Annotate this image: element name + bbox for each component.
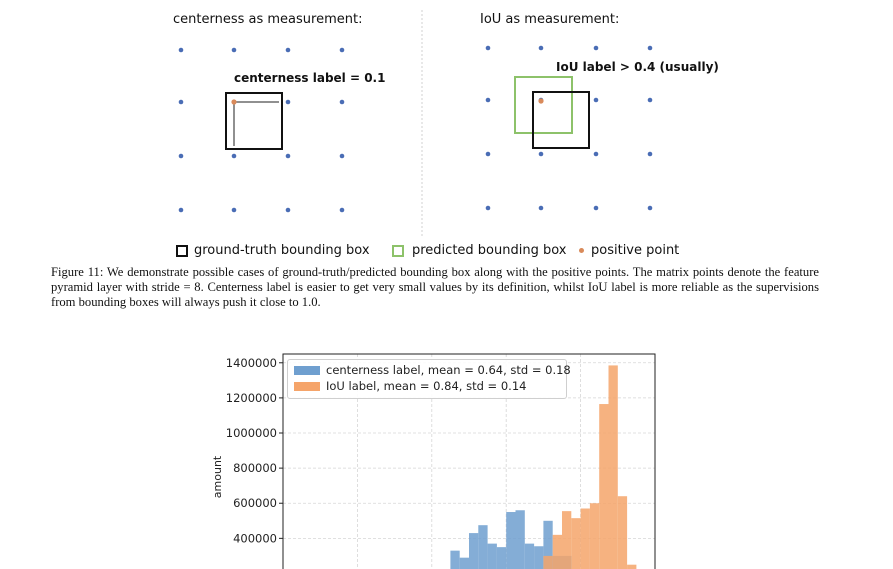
iou-bar bbox=[552, 534, 562, 569]
pred-box-swatch bbox=[392, 245, 404, 257]
iou-bar bbox=[571, 518, 581, 569]
iou-bar bbox=[617, 496, 628, 569]
right-grid-point bbox=[647, 97, 653, 103]
right-panel-title: IoU as measurement: bbox=[480, 12, 619, 27]
left-grid-point bbox=[178, 207, 184, 213]
right-grid-point bbox=[485, 151, 491, 157]
left-grid-point bbox=[178, 47, 184, 53]
positive-legend-label: positive point bbox=[591, 243, 680, 258]
centerness-bar bbox=[543, 520, 553, 569]
centerness-bar bbox=[478, 525, 488, 569]
right-grid-point bbox=[485, 205, 491, 211]
centerness-bar bbox=[506, 512, 516, 569]
centerness-bar bbox=[496, 547, 507, 569]
right-grid-point bbox=[593, 45, 599, 51]
left-grid-point bbox=[178, 99, 184, 105]
left-panel-title: centerness as measurement: bbox=[173, 12, 362, 27]
left-grid-point bbox=[285, 47, 291, 53]
histogram-bars bbox=[450, 365, 637, 569]
right-grid-point bbox=[593, 205, 599, 211]
left-grid-point bbox=[231, 153, 237, 159]
left-grid-point bbox=[339, 153, 345, 159]
left-grid-point bbox=[231, 207, 237, 213]
left-grid-point bbox=[178, 153, 184, 159]
histogram-legend: centerness label, mean = 0.64, std = 0.1… bbox=[287, 359, 571, 399]
left-grid-point bbox=[285, 99, 291, 105]
figure-legend: ground-truth bounding box predicted boun… bbox=[174, 243, 694, 261]
centerness-bar bbox=[469, 533, 479, 569]
centerness-swatch bbox=[294, 366, 320, 375]
figure-caption: Figure 11: We demonstrate possible cases… bbox=[51, 265, 819, 310]
iou-bar bbox=[627, 564, 637, 569]
iou-legend-label: IoU label, mean = 0.84, std = 0.14 bbox=[326, 379, 527, 393]
y-tick-label: 200000 bbox=[233, 566, 277, 569]
right-grid-point bbox=[538, 151, 544, 157]
centerness-bar bbox=[487, 543, 497, 569]
right-ground-truth-box bbox=[532, 91, 590, 149]
illustration-panels: centerness as measurement: IoU as measur… bbox=[173, 10, 719, 238]
centerness-bar bbox=[459, 557, 469, 569]
right-grid-point bbox=[593, 151, 599, 157]
iou-bar bbox=[543, 555, 553, 569]
right-grid-point bbox=[485, 45, 491, 51]
centerness-bar bbox=[515, 510, 525, 569]
y-tick-label: 1200000 bbox=[226, 391, 277, 405]
positive-point-swatch bbox=[579, 248, 584, 253]
centerness-bar bbox=[450, 550, 460, 569]
right-positive-point bbox=[538, 98, 544, 104]
histogram-y-ticks: 200000 400000 600000 800000 1000000 1200000 14… bbox=[226, 356, 283, 569]
histogram-frame bbox=[282, 353, 656, 569]
right-grid-point bbox=[647, 151, 653, 157]
y-axis-label: amount bbox=[211, 455, 224, 498]
iou-swatch bbox=[294, 382, 320, 391]
iou-bar bbox=[608, 365, 618, 569]
centerness-bar bbox=[534, 546, 544, 569]
left-grid-point bbox=[231, 47, 237, 53]
iou-bar bbox=[562, 511, 572, 569]
right-predicted-box bbox=[514, 76, 573, 134]
right-grid-point bbox=[485, 97, 491, 103]
y-tick-label: 400000 bbox=[233, 531, 277, 545]
right-grid-point bbox=[593, 97, 599, 103]
left-annotation: centerness label = 0.1 bbox=[234, 71, 385, 85]
left-ground-truth-box bbox=[225, 92, 283, 150]
y-tick-label: 800000 bbox=[233, 461, 277, 475]
left-grid-point bbox=[339, 47, 345, 53]
gt-legend-label: ground-truth bounding box bbox=[194, 243, 370, 258]
left-positive-point bbox=[231, 99, 237, 105]
right-grid-point bbox=[647, 205, 653, 211]
right-grid-point bbox=[538, 205, 544, 211]
iou-bar bbox=[599, 404, 609, 569]
iou-bar bbox=[589, 503, 600, 569]
y-tick-label: 1400000 bbox=[226, 356, 277, 370]
centerness-bar bbox=[524, 543, 535, 569]
pred-legend-label: predicted bounding box bbox=[412, 243, 567, 258]
left-grid-point bbox=[339, 99, 345, 105]
left-grid-point bbox=[285, 207, 291, 213]
y-tick-label: 1000000 bbox=[226, 426, 277, 440]
left-grid-point bbox=[285, 153, 291, 159]
gt-box-swatch bbox=[176, 245, 188, 257]
right-annotation: IoU label > 0.4 (usually) bbox=[556, 60, 719, 74]
left-grid-point bbox=[339, 207, 345, 213]
right-grid-point bbox=[647, 45, 653, 51]
y-tick-label: 600000 bbox=[233, 496, 277, 510]
centerness-legend-label: centerness label, mean = 0.64, std = 0.1… bbox=[326, 363, 571, 377]
iou-bar bbox=[580, 508, 590, 569]
right-grid-point bbox=[538, 45, 544, 51]
